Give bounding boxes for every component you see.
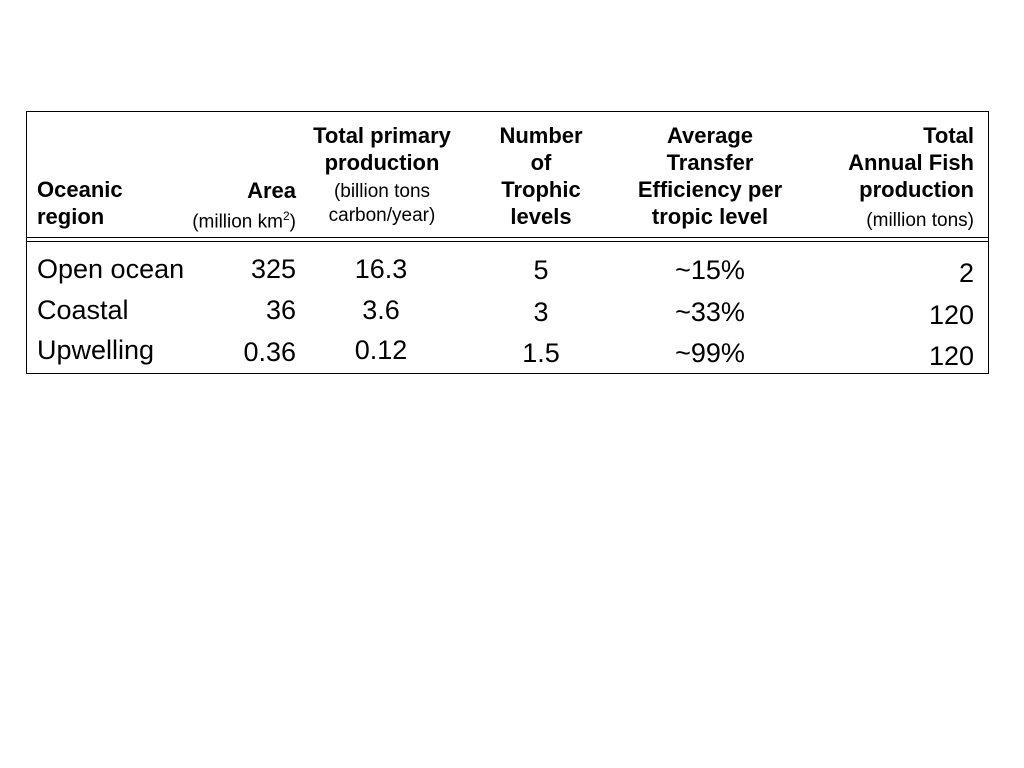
header-area-unit: (million km2) xyxy=(192,209,296,233)
row3-trophic: 1.5 xyxy=(522,338,560,368)
row3-efficiency: ~99% xyxy=(675,338,745,368)
row3-region: Upwelling xyxy=(37,335,155,365)
row1-trophic: 5 xyxy=(533,255,549,285)
header-region-line1: Oceanic xyxy=(37,177,123,202)
header-efficiency-line4: tropic level xyxy=(651,204,769,229)
header-efficiency: Average Transfer Efficiency per tropic l… xyxy=(604,122,816,230)
header-primary-line1: Total primary xyxy=(313,123,451,148)
table-frame xyxy=(26,111,989,374)
header-rule-bottom xyxy=(27,241,988,242)
header-trophic-line3: Trophic xyxy=(501,177,581,202)
row1-primary: 16.3 xyxy=(354,254,408,284)
header-region: Oceanic region xyxy=(37,176,123,230)
row2-efficiency: ~33% xyxy=(675,297,745,327)
header-area-title: Area xyxy=(247,178,296,203)
header-region-line2: region xyxy=(37,204,105,229)
header-primary-unit2: carbon/year) xyxy=(328,205,436,226)
header-area: Area (million km2) xyxy=(140,177,296,234)
header-trophic: Number of Trophic levels xyxy=(480,122,602,230)
header-primary: Total primary production (billion tons c… xyxy=(286,122,478,228)
row2-area: 36 xyxy=(265,295,296,325)
row3-primary: 0.12 xyxy=(354,335,408,365)
header-trophic-line2: of xyxy=(530,150,552,175)
header-fish-line3: production xyxy=(859,177,974,202)
header-primary-line2: production xyxy=(324,150,440,175)
header-primary-unit1: (billion tons xyxy=(333,181,431,202)
header-trophic-line4: levels xyxy=(510,204,572,229)
header-fish: Total Annual Fish production (million to… xyxy=(780,122,974,233)
header-efficiency-line2: Transfer xyxy=(666,150,754,175)
header-rule-top xyxy=(27,237,988,238)
row3-area: 0.36 xyxy=(243,337,296,367)
header-fish-unit: (million tons) xyxy=(866,210,974,231)
row2-primary: 3.6 xyxy=(362,295,400,325)
row1-region: Open ocean xyxy=(37,254,185,284)
header-efficiency-line3: Efficiency per xyxy=(637,177,783,202)
header-trophic-line1: Number xyxy=(499,123,583,148)
row3-fish: 120 xyxy=(928,341,974,371)
row1-fish: 2 xyxy=(958,258,974,288)
header-fish-line1: Total xyxy=(923,123,974,148)
row1-efficiency: ~15% xyxy=(675,255,745,285)
header-efficiency-line1: Average xyxy=(666,123,753,148)
row2-trophic: 3 xyxy=(533,297,549,327)
row1-area: 325 xyxy=(250,254,296,284)
row2-fish: 120 xyxy=(928,300,974,330)
row2-region: Coastal xyxy=(37,295,129,325)
header-fish-line2: Annual Fish xyxy=(848,150,974,175)
